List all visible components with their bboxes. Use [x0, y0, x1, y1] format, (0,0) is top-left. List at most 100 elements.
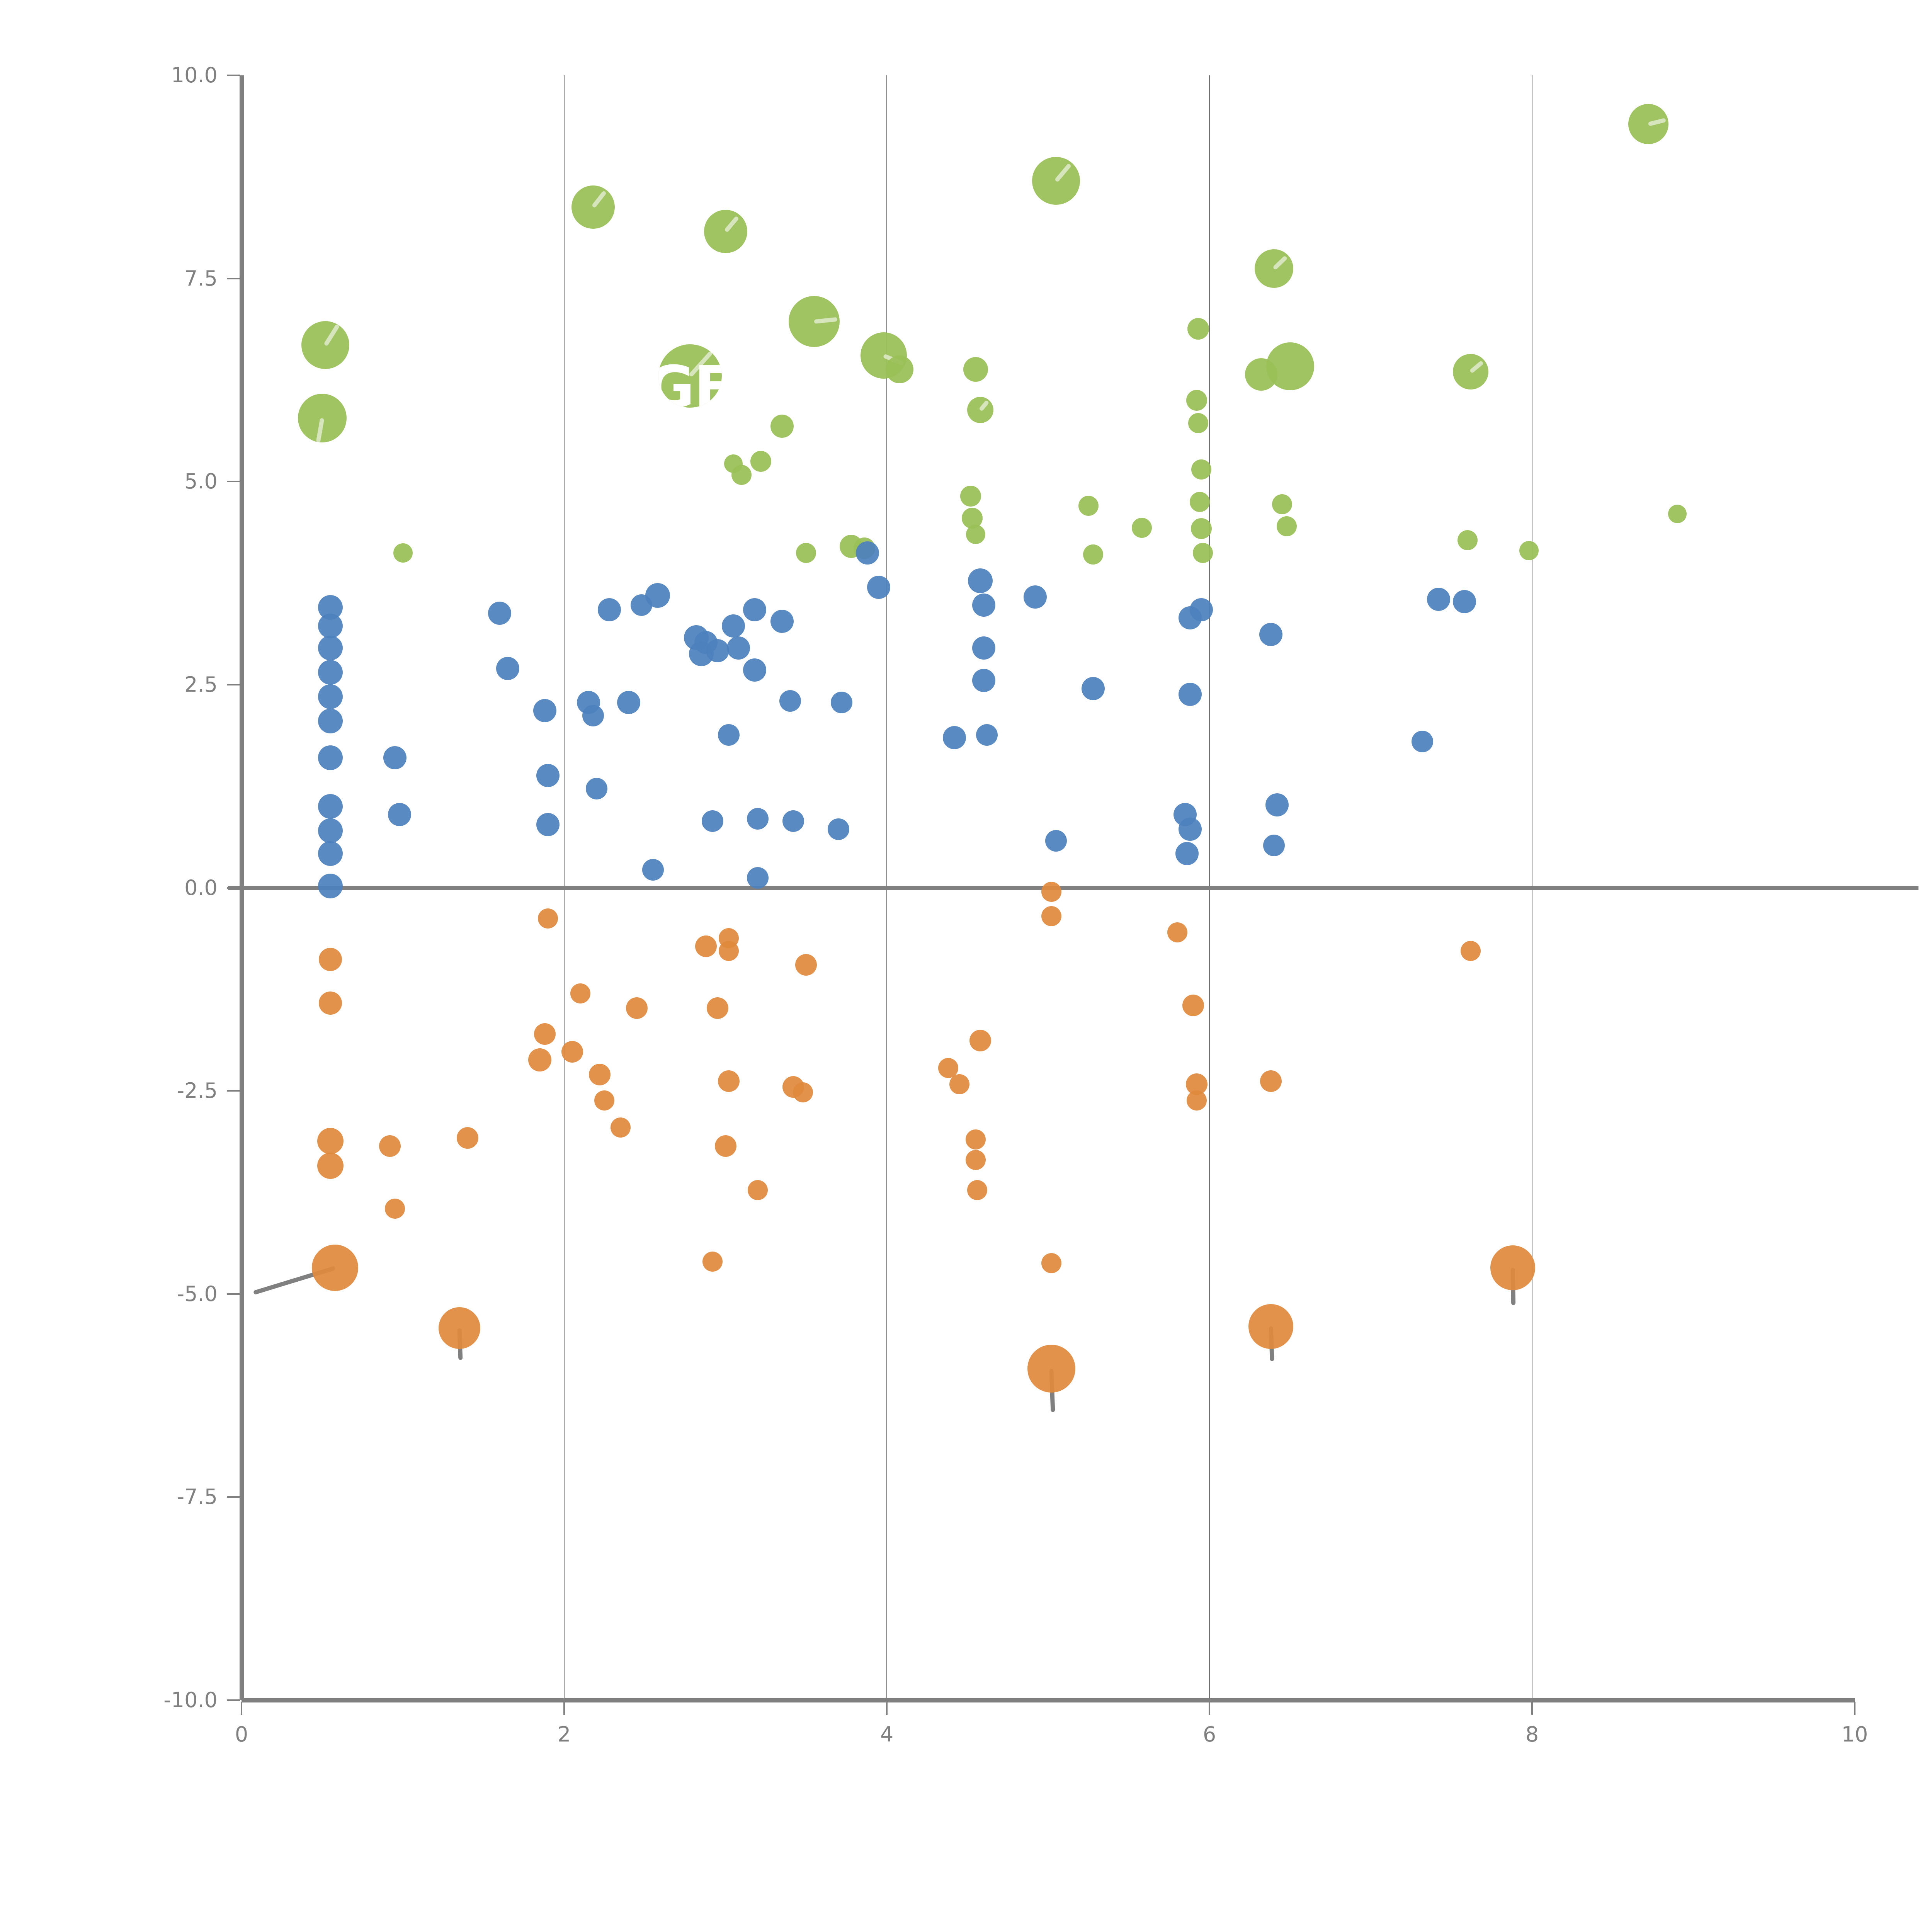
data-point[interactable]	[1041, 906, 1061, 927]
data-point[interactable]	[538, 908, 558, 929]
data-point[interactable]	[714, 1135, 736, 1157]
data-point[interactable]	[318, 684, 343, 709]
data-point[interactable]	[795, 954, 817, 976]
data-point[interactable]	[617, 691, 640, 714]
data-point[interactable]	[770, 609, 794, 633]
data-point[interactable]	[594, 1090, 615, 1111]
data-point[interactable]	[456, 1127, 478, 1149]
data-point[interactable]	[747, 867, 769, 889]
data-point[interactable]	[726, 636, 750, 660]
data-point[interactable]	[960, 486, 981, 507]
data-point[interactable]	[1178, 683, 1202, 706]
data-point[interactable]	[561, 1041, 583, 1063]
data-point[interactable]	[747, 808, 769, 830]
data-point[interactable]	[972, 636, 995, 660]
data-point[interactable]	[585, 777, 607, 799]
data-point[interactable]	[972, 593, 995, 617]
data-point[interactable]	[318, 794, 343, 819]
data-point[interactable]	[718, 724, 740, 746]
data-point[interactable]	[597, 598, 621, 622]
data-point[interactable]	[1027, 1345, 1075, 1393]
data-point[interactable]	[318, 874, 343, 899]
data-point[interactable]	[626, 997, 648, 1019]
data-point[interactable]	[645, 583, 670, 608]
data-point[interactable]	[1272, 494, 1292, 515]
data-point[interactable]	[1189, 492, 1210, 512]
data-point[interactable]	[1458, 530, 1478, 550]
data-point[interactable]	[722, 614, 745, 638]
data-point[interactable]	[1452, 590, 1476, 614]
data-point[interactable]	[496, 656, 519, 680]
data-point[interactable]	[1041, 1253, 1061, 1273]
data-point[interactable]	[1082, 677, 1105, 701]
data-point[interactable]	[718, 1070, 740, 1092]
data-point[interactable]	[695, 935, 717, 957]
data-point[interactable]	[488, 601, 511, 625]
data-point[interactable]	[642, 859, 664, 881]
data-point[interactable]	[318, 636, 343, 661]
data-point[interactable]	[383, 746, 406, 770]
data-point[interactable]	[706, 639, 729, 662]
data-point[interactable]	[1193, 543, 1213, 563]
data-point[interactable]	[770, 415, 794, 438]
data-point[interactable]	[318, 660, 343, 685]
data-point[interactable]	[1045, 830, 1067, 852]
data-point[interactable]	[1024, 585, 1047, 609]
data-point[interactable]	[528, 1048, 552, 1072]
data-point[interactable]	[949, 1074, 969, 1095]
data-point[interactable]	[317, 1152, 344, 1179]
data-point[interactable]	[1265, 793, 1289, 817]
data-point[interactable]	[965, 1150, 986, 1170]
data-point[interactable]	[1167, 922, 1187, 943]
data-point[interactable]	[388, 803, 412, 827]
data-point[interactable]	[750, 451, 772, 472]
data-point[interactable]	[582, 704, 604, 726]
data-point[interactable]	[938, 1058, 958, 1078]
data-point[interactable]	[318, 818, 343, 844]
data-point[interactable]	[743, 598, 766, 622]
data-point[interactable]	[1461, 941, 1481, 961]
data-point[interactable]	[379, 1135, 401, 1157]
data-point[interactable]	[1182, 995, 1204, 1017]
data-point[interactable]	[748, 1180, 768, 1200]
data-point[interactable]	[1412, 731, 1434, 753]
data-point[interactable]	[1277, 516, 1297, 536]
data-point[interactable]	[743, 658, 766, 682]
data-point[interactable]	[779, 690, 801, 712]
data-point[interactable]	[966, 524, 985, 544]
data-point[interactable]	[943, 726, 966, 749]
data-point[interactable]	[827, 818, 849, 840]
data-point[interactable]	[855, 541, 879, 565]
data-point[interactable]	[702, 810, 724, 832]
data-point[interactable]	[1041, 882, 1061, 902]
data-point[interactable]	[536, 764, 560, 787]
data-point[interactable]	[963, 357, 988, 382]
data-point[interactable]	[1519, 541, 1539, 560]
data-point[interactable]	[1245, 358, 1277, 391]
data-point[interactable]	[886, 355, 914, 384]
data-point[interactable]	[1248, 1304, 1293, 1349]
data-point[interactable]	[1263, 835, 1285, 857]
data-point[interactable]	[1668, 505, 1687, 524]
data-point[interactable]	[534, 1023, 556, 1045]
data-point[interactable]	[1178, 818, 1202, 841]
data-point[interactable]	[1083, 544, 1104, 565]
data-point[interactable]	[611, 1117, 631, 1138]
data-point[interactable]	[1191, 459, 1212, 480]
data-point[interactable]	[967, 1180, 987, 1200]
data-point[interactable]	[702, 1251, 723, 1272]
data-point[interactable]	[724, 454, 743, 473]
data-point[interactable]	[318, 709, 343, 734]
data-point[interactable]	[831, 692, 853, 714]
data-point[interactable]	[312, 1245, 359, 1291]
data-point[interactable]	[1131, 518, 1152, 538]
data-point[interactable]	[393, 543, 413, 563]
data-point[interactable]	[318, 745, 343, 770]
data-point[interactable]	[976, 724, 998, 746]
data-point[interactable]	[867, 575, 891, 599]
data-point[interactable]	[318, 614, 343, 639]
data-point[interactable]	[1186, 390, 1207, 411]
data-point[interactable]	[1188, 413, 1208, 433]
data-point[interactable]	[969, 1029, 992, 1051]
data-point[interactable]	[796, 543, 816, 563]
